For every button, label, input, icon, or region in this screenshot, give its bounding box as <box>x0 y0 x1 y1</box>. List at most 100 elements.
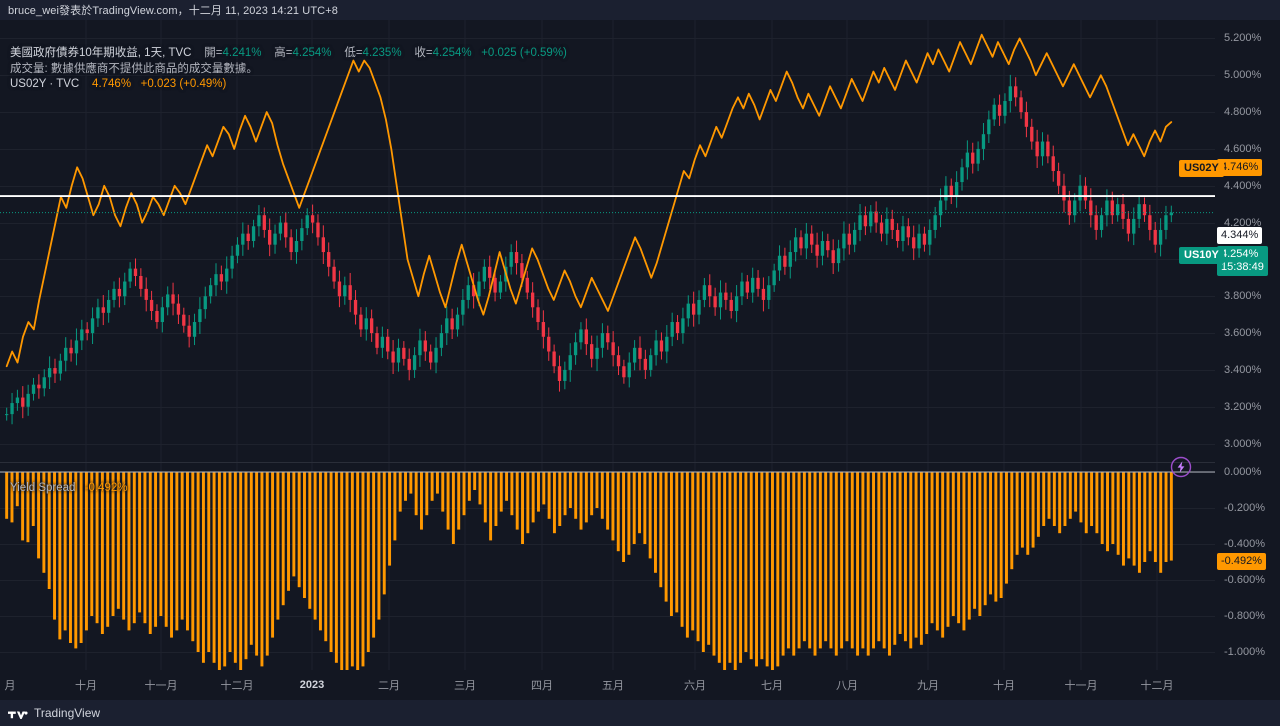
time-axis-tick: 五月 <box>602 680 624 692</box>
price-axis[interactable]: % 5.200%5.000%4.800%4.600%4.400%4.200%4.… <box>1215 20 1280 670</box>
spread-bar <box>685 472 689 638</box>
spread-bar <box>675 472 679 613</box>
candle-body <box>874 211 878 223</box>
spread-bar <box>175 472 179 631</box>
white-line-axis-tag[interactable]: 4.344% <box>1217 227 1263 244</box>
candle-body <box>133 268 138 276</box>
yield-spread-pane[interactable] <box>0 463 1215 670</box>
tradingview-logo[interactable]: TradingView <box>8 706 100 720</box>
spread-bar <box>409 472 413 494</box>
spread-bar <box>164 472 168 627</box>
spread-bar <box>872 472 875 649</box>
spread-bar <box>771 472 774 670</box>
candle-body <box>949 185 953 197</box>
spread-bar <box>733 472 737 670</box>
legend-ohlc-row: 美國政府債券10年期收益, 1天, TVC 開=4.241% 高=4.254% … <box>10 46 567 62</box>
us10y-axis-tag[interactable]: 4.254% 15:38:49 <box>1217 246 1268 276</box>
spread-bar <box>1127 472 1131 559</box>
candle-body <box>273 233 277 245</box>
pane-divider[interactable] <box>0 462 1215 463</box>
spread-bar <box>648 472 652 559</box>
candle-body <box>396 347 401 363</box>
candle-body <box>573 342 578 356</box>
candle-body <box>917 233 921 249</box>
spread-bar <box>606 472 610 530</box>
candle-body <box>895 229 900 241</box>
yield-spread-title[interactable]: Yield Spread <box>10 482 76 494</box>
candle-body <box>445 318 449 334</box>
spread-bar <box>201 472 205 663</box>
spread-bar <box>303 472 306 598</box>
candle-body <box>654 340 658 356</box>
spread-bar <box>265 472 269 656</box>
candle-body <box>429 351 433 363</box>
spread-bar <box>191 472 195 642</box>
spread-bar <box>537 472 540 512</box>
candle-body <box>1019 97 1023 113</box>
spread-bar <box>21 472 25 541</box>
legend-volume-row: 成交量: 數據供應商不提供此商品的成交量數據。 <box>10 62 258 75</box>
candle-body <box>230 255 234 269</box>
spread-bar <box>802 472 806 642</box>
candle-body <box>300 228 304 241</box>
spread-bar <box>797 472 801 649</box>
us10y-price-tag[interactable]: US10Y <box>1179 247 1224 264</box>
attribution-text: bruce_wei發表於TradingView.com，十二月 11, 2023… <box>8 5 338 17</box>
candle-body <box>26 393 30 407</box>
candle-body <box>15 397 20 404</box>
candle-body <box>117 288 122 297</box>
candle-body <box>675 322 680 334</box>
main-price-pane[interactable] <box>0 20 1215 462</box>
spread-bar <box>69 472 72 643</box>
spread-bar <box>1058 472 1062 534</box>
spread-bar <box>707 472 711 645</box>
candle-body <box>1003 101 1007 116</box>
legend-symbol-name[interactable]: 美國政府債券10年期收益, 1天, TVC <box>10 47 192 59</box>
candle-body <box>665 336 669 352</box>
us02y-axis-tag[interactable]: 4.746% <box>1217 159 1263 176</box>
time-axis-tick: 2023 <box>299 679 325 691</box>
spread-bar <box>967 472 971 620</box>
spread-bar <box>1148 472 1152 552</box>
candle-body <box>616 355 621 367</box>
candle-body <box>981 134 986 149</box>
spread-bar <box>318 472 322 631</box>
candle-body <box>1067 200 1072 216</box>
yield-spread-axis-tag[interactable]: -0.492% <box>1217 553 1266 570</box>
legend-us02y-symbol[interactable]: US02Y · TVC <box>10 78 80 90</box>
tradingview-brand-text: TradingView <box>34 706 101 720</box>
candle-body <box>842 233 846 249</box>
price-axis-tick: 3.400% <box>1224 363 1262 376</box>
candle-body <box>96 307 100 319</box>
spread-bar <box>1137 472 1141 573</box>
spread-bar <box>510 472 514 516</box>
spread-axis-tick: -0.200% <box>1224 502 1265 514</box>
us02y-price-tag[interactable]: US02Y <box>1179 160 1224 177</box>
candle-body <box>1099 215 1104 230</box>
spread-bar <box>813 472 817 656</box>
spread-bar <box>372 472 376 638</box>
spread-bar <box>47 472 51 589</box>
price-axis-tick: 3.800% <box>1224 290 1262 303</box>
time-axis[interactable]: 月 十月 十一月 十二月 2023 二月 三月 四月 五月 六月 七月 八月 九月 十月 十一月 十二月 <box>0 670 1280 700</box>
lightning-bolt-icon[interactable] <box>1170 456 1192 478</box>
spread-bar <box>37 472 41 559</box>
spread-bar <box>404 472 407 501</box>
spread-bar <box>10 472 14 523</box>
spread-bar <box>1132 472 1136 566</box>
candle-body <box>756 277 760 289</box>
candle-body <box>391 351 395 363</box>
candle-body <box>971 152 975 164</box>
time-axis-tick: 十月 <box>993 680 1015 692</box>
spread-bar <box>505 472 509 501</box>
spread-bar <box>919 472 923 645</box>
candle-body <box>155 310 159 323</box>
candle-body <box>241 233 245 245</box>
spread-bar <box>521 472 524 544</box>
spread-bar <box>744 472 748 652</box>
spread-bar <box>749 472 753 660</box>
time-axis-tick: 四月 <box>531 680 553 692</box>
spread-bar <box>786 472 790 649</box>
candle-body <box>863 215 868 227</box>
time-axis-tick: 九月 <box>917 680 939 692</box>
